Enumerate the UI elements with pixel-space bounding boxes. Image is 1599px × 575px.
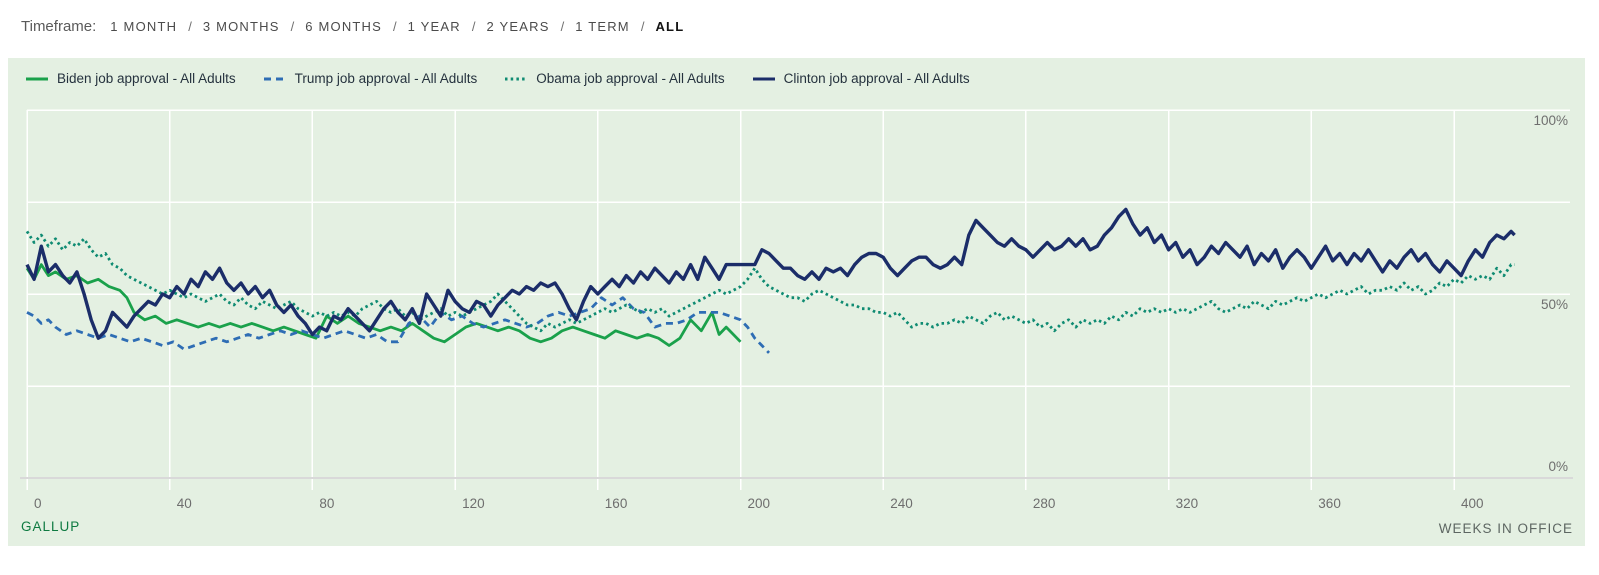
timeframe-option-all[interactable]: ALL — [655, 19, 685, 34]
legend-label-clinton: Clinton job approval - All Adults — [783, 71, 970, 86]
svg-text:240: 240 — [890, 496, 913, 511]
legend-item-obama[interactable]: Obama job approval - All Adults — [504, 71, 725, 86]
timeframe-option-3-months[interactable]: 3 MONTHS — [202, 19, 280, 34]
timeframe-separator: / — [560, 19, 565, 34]
timeframe-option-1-month[interactable]: 1 MONTH — [110, 19, 178, 34]
legend-item-clinton[interactable]: Clinton job approval - All Adults — [752, 71, 970, 86]
legend-label-biden: Biden job approval - All Adults — [57, 71, 236, 86]
legend-item-trump[interactable]: Trump job approval - All Adults — [263, 71, 478, 86]
timeframe-bar: Timeframe: 1 MONTH / 3 MONTHS / 6 MONTHS… — [21, 18, 684, 35]
approval-chart: 0 40 80 120 160 200 240 280 320 360 400 0% 50% 100% — [20, 109, 1573, 511]
obama-dotted-swatch-icon — [505, 77, 528, 80]
x-axis-title: WEEKS IN OFFICE — [1438, 521, 1573, 536]
svg-text:360: 360 — [1318, 496, 1341, 511]
svg-text:0%: 0% — [1548, 459, 1568, 474]
svg-text:40: 40 — [177, 496, 192, 511]
svg-text:50%: 50% — [1541, 297, 1568, 312]
svg-text:120: 120 — [462, 496, 485, 511]
legend-label-trump: Trump job approval - All Adults — [294, 71, 478, 86]
svg-text:0: 0 — [34, 496, 42, 511]
timeframe-separator: / — [188, 19, 192, 34]
timeframe-label: Timeframe: — [21, 18, 97, 35]
biden-line-swatch-icon — [26, 77, 48, 80]
svg-text:160: 160 — [605, 496, 628, 511]
timeframe-option-1-year[interactable]: 1 YEAR — [407, 19, 461, 34]
legend-label-obama: Obama job approval - All Adults — [536, 71, 725, 86]
trump-dashed-swatch-icon — [263, 77, 286, 80]
svg-text:100%: 100% — [1533, 113, 1568, 128]
svg-text:320: 320 — [1176, 496, 1199, 511]
clinton-line-swatch-icon — [752, 77, 775, 80]
timeframe-separator: / — [290, 19, 295, 34]
timeframe-option-1-term[interactable]: 1 TERM — [575, 19, 630, 34]
timeframe-separator: / — [471, 19, 476, 34]
timeframe-option-6-months[interactable]: 6 MONTHS — [305, 19, 383, 34]
legend-item-biden[interactable]: Biden job approval - All Adults — [25, 71, 236, 86]
timeframe-option-2-years[interactable]: 2 YEARS — [486, 19, 550, 34]
svg-text:280: 280 — [1033, 496, 1056, 511]
svg-text:400: 400 — [1461, 496, 1484, 511]
chart-panel: 0 40 80 120 160 200 240 280 320 360 400 0% 50% 100% B… — [8, 58, 1585, 546]
timeframe-separator: / — [640, 19, 645, 34]
svg-text:80: 80 — [319, 496, 334, 511]
timeframe-separator: / — [393, 19, 397, 34]
chart-legend: Biden job approval - All Adults Trump jo… — [25, 71, 970, 86]
source-label: GALLUP — [21, 519, 81, 534]
svg-text:200: 200 — [748, 496, 771, 511]
